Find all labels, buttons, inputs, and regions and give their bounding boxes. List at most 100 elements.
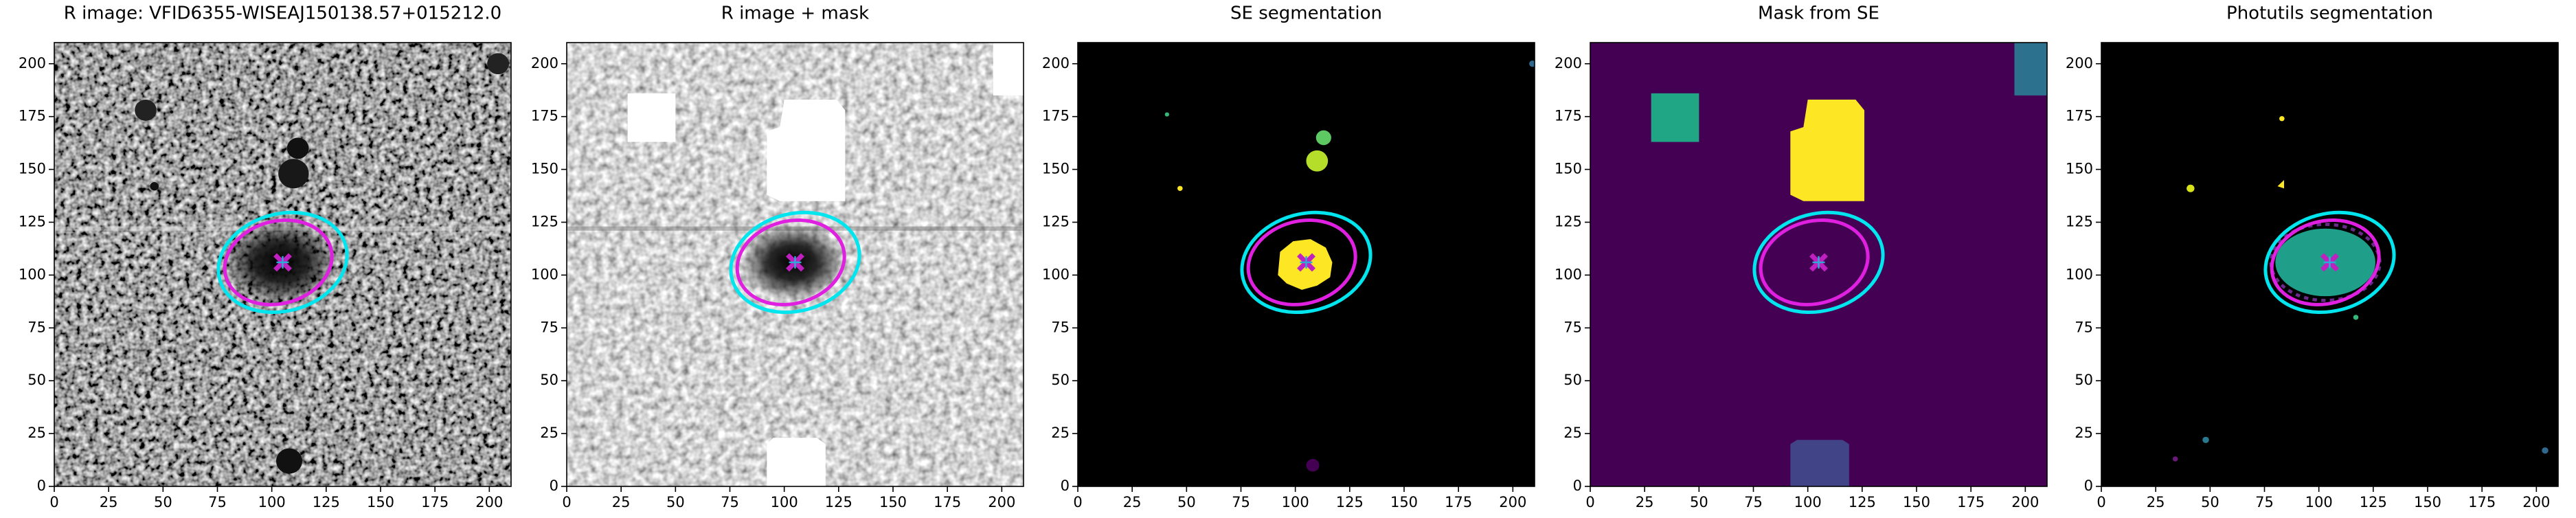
center-cross xyxy=(276,256,289,269)
y-tick-label: 100 xyxy=(531,266,558,282)
y-tick-label: 150 xyxy=(1042,161,1070,177)
y-tick-label: 125 xyxy=(1042,213,1070,229)
panel-title: R image + mask xyxy=(721,3,870,24)
x-tick-label: 125 xyxy=(2360,494,2387,510)
x-tick-label: 200 xyxy=(2011,494,2039,510)
axes-frame xyxy=(1077,42,1535,487)
image-panel xyxy=(1078,43,1535,486)
x-tick-label: 25 xyxy=(612,494,631,510)
x-tick-label: 50 xyxy=(154,494,172,510)
x-tick-label: 0 xyxy=(562,494,571,510)
y-tick-label: 200 xyxy=(19,55,46,71)
y-tick-label: 0 xyxy=(1061,477,1070,494)
y-tick-label: 75 xyxy=(1051,319,1070,335)
x-tick-label: 125 xyxy=(825,494,852,510)
y-tick-label: 150 xyxy=(531,161,558,177)
x-tick-label: 175 xyxy=(421,494,449,510)
y-tick-label: 125 xyxy=(2066,213,2093,229)
y-tick-label: 100 xyxy=(1555,266,1582,282)
axes-frame xyxy=(1590,42,2048,487)
y-tick-label: 200 xyxy=(2066,55,2093,71)
y-tick-label: 25 xyxy=(2075,425,2093,441)
y-tick-label: 175 xyxy=(19,108,46,124)
x-tick-label: 100 xyxy=(258,494,286,510)
y-tick-label: 0 xyxy=(550,477,558,494)
x-tick-label: 0 xyxy=(49,494,58,510)
x-tick-label: 50 xyxy=(2201,494,2219,510)
aperture-ellipse xyxy=(2270,218,2381,306)
y-tick-label: 150 xyxy=(19,161,46,177)
x-tick-label: 75 xyxy=(1744,494,1763,510)
y-tick-label: 175 xyxy=(1555,108,1582,124)
y-tick-label: 25 xyxy=(1051,425,1070,441)
y-tick-label: 100 xyxy=(1042,266,1070,282)
y-tick-label: 0 xyxy=(37,477,46,494)
y-tick-label: 25 xyxy=(27,425,46,441)
y-tick-label: 100 xyxy=(19,266,46,282)
x-tick-label: 200 xyxy=(1499,494,1526,510)
aperture-ellipse xyxy=(1759,218,1870,306)
x-tick-label: 175 xyxy=(1957,494,1985,510)
aperture-ellipse xyxy=(216,210,349,315)
center-cross xyxy=(1812,256,1825,269)
aperture-ellipse xyxy=(1752,210,1885,315)
y-tick-label: 75 xyxy=(27,319,46,335)
x-tick-label: 100 xyxy=(771,494,798,510)
y-tick-label: 0 xyxy=(2084,477,2093,494)
y-tick-label: 175 xyxy=(531,108,558,124)
aperture-ellipse xyxy=(735,218,846,306)
axes-frame xyxy=(54,42,512,487)
y-tick-label: 125 xyxy=(1555,213,1582,229)
y-tick-label: 50 xyxy=(1051,372,1070,388)
x-tick-label: 175 xyxy=(2468,494,2496,510)
panel-title: Photutils segmentation xyxy=(2226,3,2433,24)
y-tick-label: 125 xyxy=(531,213,558,229)
y-tick-label: 50 xyxy=(540,372,558,388)
panel-title: SE segmentation xyxy=(1230,3,1382,24)
y-tick-label: 175 xyxy=(2066,108,2093,124)
y-tick-label: 125 xyxy=(19,213,46,229)
x-tick-label: 100 xyxy=(1282,494,1309,510)
y-tick-label: 175 xyxy=(1042,108,1070,124)
y-tick-label: 200 xyxy=(1555,55,1582,71)
image-panel xyxy=(567,43,1024,486)
x-tick-label: 25 xyxy=(1123,494,1142,510)
y-tick-label: 50 xyxy=(27,372,46,388)
y-tick-label: 75 xyxy=(1563,319,1582,335)
y-tick-label: 150 xyxy=(1555,161,1582,177)
x-tick-label: 50 xyxy=(1690,494,1708,510)
x-tick-label: 0 xyxy=(2097,494,2105,510)
y-tick-label: 200 xyxy=(1042,55,1070,71)
y-tick-label: 200 xyxy=(531,55,558,71)
image-panel xyxy=(54,43,511,486)
x-tick-label: 150 xyxy=(879,494,907,510)
x-tick-label: 25 xyxy=(100,494,118,510)
panel-title: R image: VFID6355-WISEAJ150138.57+015212… xyxy=(64,3,501,24)
aperture-ellipse xyxy=(729,210,861,315)
center-cross xyxy=(2323,256,2336,269)
x-tick-label: 150 xyxy=(1390,494,1418,510)
y-tick-label: 25 xyxy=(540,425,558,441)
x-tick-label: 200 xyxy=(2522,494,2550,510)
axes-frame xyxy=(566,42,1024,487)
y-tick-label: 25 xyxy=(1563,425,1582,441)
y-tick-label: 100 xyxy=(2066,266,2093,282)
x-tick-label: 200 xyxy=(475,494,503,510)
x-tick-label: 150 xyxy=(1903,494,1930,510)
x-tick-label: 175 xyxy=(1445,494,1472,510)
center-cross xyxy=(1300,256,1313,269)
y-tick-label: 150 xyxy=(2066,161,2093,177)
x-tick-label: 75 xyxy=(2255,494,2274,510)
x-tick-label: 50 xyxy=(1177,494,1196,510)
x-tick-label: 125 xyxy=(1849,494,1876,510)
x-tick-label: 75 xyxy=(1232,494,1250,510)
x-tick-label: 125 xyxy=(313,494,340,510)
x-tick-label: 0 xyxy=(1073,494,1082,510)
y-tick-label: 0 xyxy=(1573,477,1582,494)
x-tick-label: 200 xyxy=(988,494,1015,510)
x-tick-label: 75 xyxy=(721,494,739,510)
axes-frame xyxy=(2101,42,2559,487)
x-tick-label: 25 xyxy=(1636,494,1654,510)
y-tick-label: 75 xyxy=(540,319,558,335)
